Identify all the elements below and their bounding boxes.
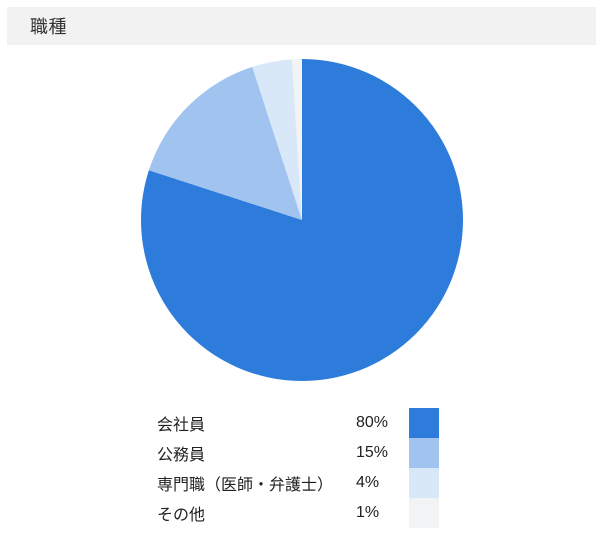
legend-value: 80% [356, 414, 389, 431]
legend-value: 4% [356, 474, 380, 491]
legend-value: 15% [356, 444, 389, 461]
page-title: 職種 [30, 17, 67, 37]
legend-label: 専門職（医師・弁護士） [157, 477, 334, 494]
pie-svg [141, 59, 463, 381]
legend-row: 公務員 15% [157, 438, 439, 468]
pie-chart [141, 59, 463, 381]
legend-row: 会社員 80% [157, 408, 439, 438]
legend-label: 会社員 [157, 417, 206, 434]
legend-swatch [409, 438, 439, 468]
legend: 会社員 80% 公務員 15% 専門職（医師・弁護士） 4% その他 1% [157, 408, 439, 528]
pie-slice-1 [141, 59, 463, 381]
pie-slice-4 [291, 59, 302, 220]
legend-label: その他 [157, 507, 206, 524]
legend-swatch [409, 408, 439, 438]
legend-swatch [409, 468, 439, 498]
legend-label: 公務員 [157, 447, 206, 464]
legend-swatch [409, 498, 439, 528]
legend-row: その他 1% [157, 498, 439, 528]
legend-value: 1% [356, 504, 380, 521]
legend-row: 専門職（医師・弁護士） 4% [157, 468, 439, 498]
header-bar: 職種 [7, 7, 596, 45]
pie-slice-3 [252, 59, 302, 220]
pie-slice-2 [148, 66, 302, 220]
